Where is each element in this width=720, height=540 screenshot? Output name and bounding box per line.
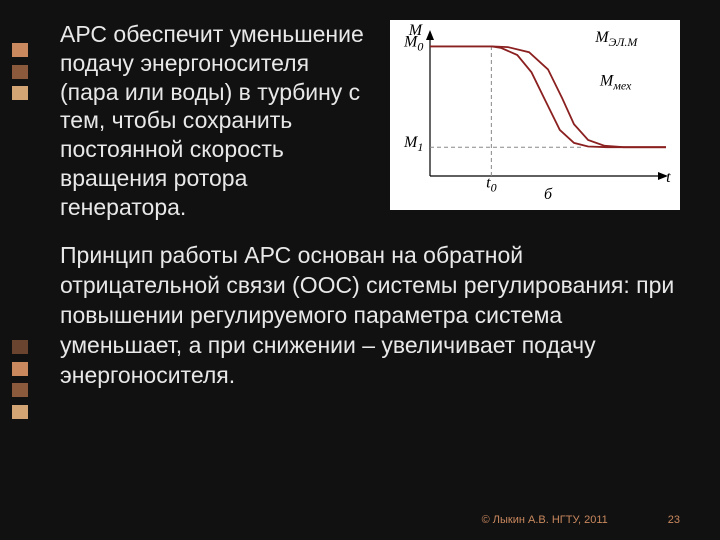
paragraph-1: АРС обеспечит уменьшение подачу энергоно… [60, 20, 370, 221]
svg-text:б: б [544, 186, 553, 203]
accent-bar [12, 0, 32, 540]
page-number: 23 [668, 514, 680, 526]
paragraph-2: Принцип работы АРС основан на обратной о… [60, 241, 680, 390]
svg-text:t: t [666, 169, 671, 186]
copyright-text: © Лыкин А.В. НГТУ, 2011 [482, 514, 608, 526]
torque-chart: MM0M1t0tбMЭЛ.МMмех [390, 20, 680, 210]
